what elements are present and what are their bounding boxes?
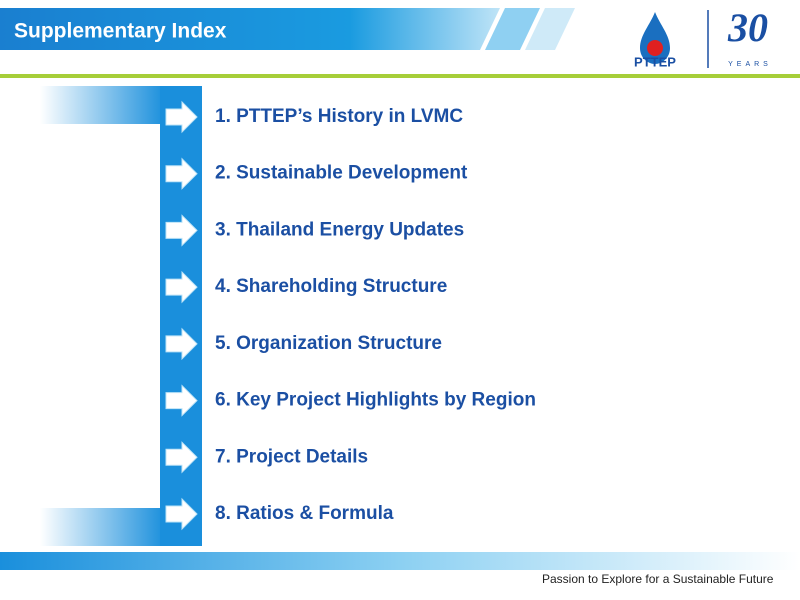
index-item: 4. Shareholding Structure [215,276,447,297]
header-stripe [485,8,540,50]
header-rule [0,74,800,78]
index-item: 1. PTTEP’s History in LVMC [215,106,463,127]
arrow-icon [165,441,198,474]
arrow-icon [165,327,198,361]
index-item: 5. Organization Structure [215,333,442,354]
header-band [0,8,500,50]
arrow-icon [165,497,198,531]
logo-drop [640,12,670,64]
footer-band [0,552,800,570]
logo-years: YEARS [728,61,772,68]
arrow-icon [165,100,198,134]
arrow-icon [165,270,198,304]
footer-tagline: Passion to Explore for a Sustainable Fut… [542,572,774,586]
logo-name: PTTEP [634,54,676,69]
logo-number: 30 [727,5,768,50]
arrow-icon [165,384,198,417]
index-item: 7. Project Details [215,446,368,467]
header-stripe [525,8,575,50]
bracket-arm [40,508,165,546]
index-item: 2. Sustainable Development [215,163,468,184]
arrow-icon [165,157,198,190]
index-item: 6. Key Project Highlights by Region [215,390,536,411]
index-item: 8. Ratios & Formula [215,503,394,524]
arrow-icon [165,214,198,247]
header-title: Supplementary Index [14,20,227,43]
bracket-bar [160,86,202,546]
index-item: 3. Thailand Energy Updates [215,219,464,240]
bracket-arm [40,86,165,124]
logo-flame [647,40,663,56]
